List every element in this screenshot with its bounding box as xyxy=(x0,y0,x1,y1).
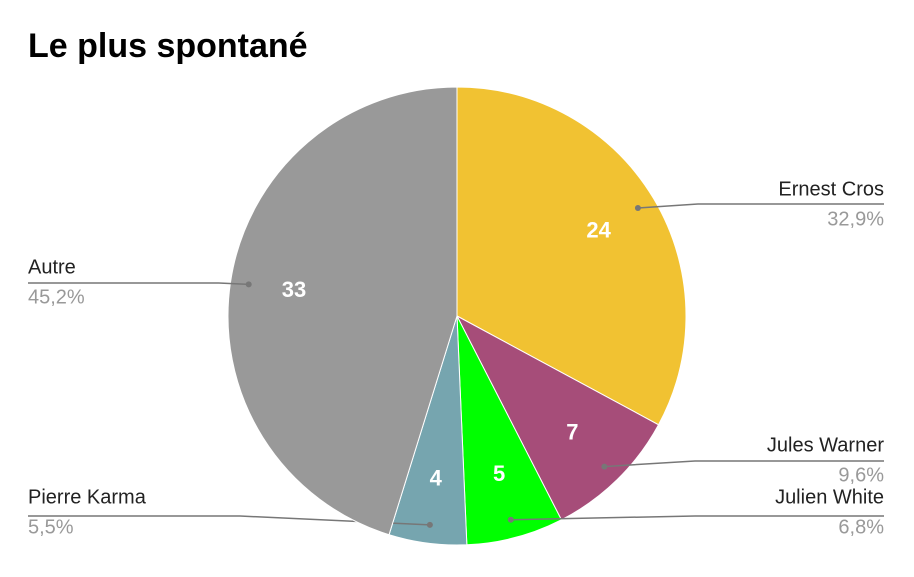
leader-dot xyxy=(426,521,433,528)
leader-dot xyxy=(507,516,514,523)
value-label: 24 xyxy=(586,217,611,242)
percent-label: 6,8% xyxy=(838,516,884,538)
pie-slice xyxy=(455,314,660,521)
legend-label: Ernest Cros xyxy=(778,178,884,200)
value-label: 33 xyxy=(282,277,306,302)
legend-label: Jules Warner xyxy=(767,434,884,456)
legend-label: Pierre Karma xyxy=(28,486,147,508)
leader-line xyxy=(637,203,884,209)
percent-label: 9,6% xyxy=(838,464,884,486)
legend-label: Autre xyxy=(28,256,76,278)
leader-dot xyxy=(634,205,641,212)
value-label: 7 xyxy=(566,420,578,445)
pie-slice xyxy=(227,86,458,536)
value-label: 5 xyxy=(493,461,505,486)
legend-label: Julien White xyxy=(775,486,884,508)
percent-label: 32,9% xyxy=(827,208,884,230)
leader-line xyxy=(604,460,884,468)
chart-title: Le plus spontané xyxy=(28,27,308,65)
leader-dot xyxy=(601,463,608,470)
percent-label: 5,5% xyxy=(28,516,74,538)
leader-line xyxy=(28,282,249,286)
percent-label: 45,2% xyxy=(28,286,85,308)
leader-dot xyxy=(245,281,252,288)
value-label: 4 xyxy=(430,465,443,490)
pie-slice xyxy=(456,86,687,426)
leader-line xyxy=(510,515,884,521)
